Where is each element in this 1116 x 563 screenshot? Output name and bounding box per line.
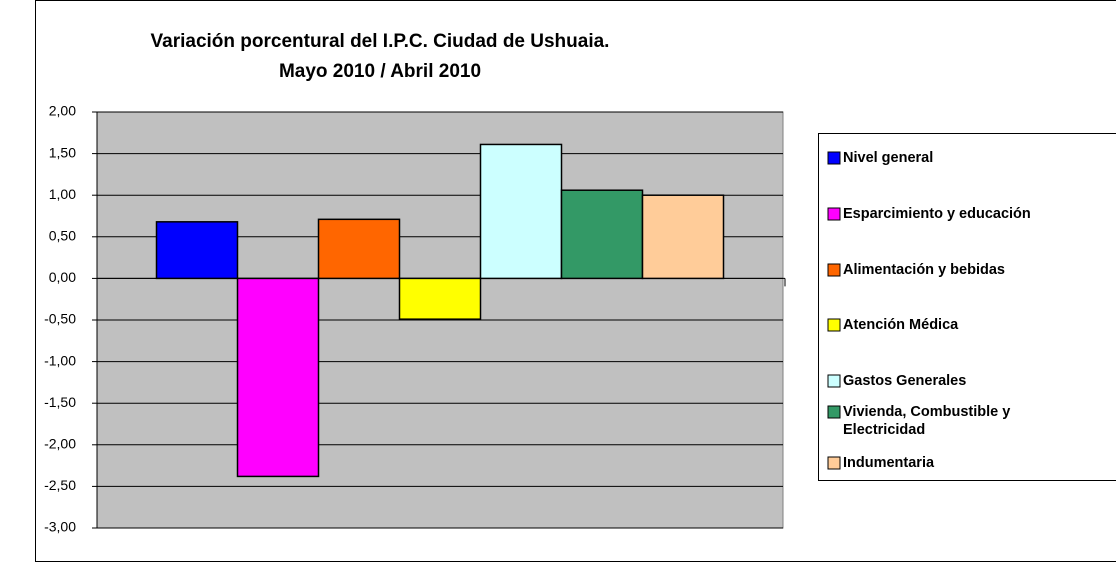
bar — [155, 221, 239, 280]
y-tick-label: 0,00 — [49, 269, 76, 285]
legend-label: Gastos Generales — [843, 373, 967, 389]
legend-swatch — [827, 374, 841, 388]
y-tick-label: 0,50 — [49, 228, 76, 244]
y-tick-label: -2,00 — [44, 436, 76, 452]
legend-label: Nivel general — [843, 150, 934, 166]
legend-label-box: Indumentaria — [843, 455, 935, 471]
y-tick-label: 2,00 — [49, 103, 76, 119]
legend-swatch — [827, 456, 841, 470]
legend-label: Atención Médica — [843, 317, 959, 333]
legend-swatch — [827, 263, 841, 277]
y-tick-label: -3,00 — [44, 519, 76, 535]
legend-label-box: Nivel general — [843, 150, 934, 166]
y-tick-label: -1,50 — [44, 394, 76, 410]
legend-box — [818, 133, 1116, 481]
legend-label: Vivienda, Combustible y Electricidad — [843, 404, 1011, 438]
legend-swatch — [827, 207, 841, 221]
bar — [317, 218, 401, 280]
y-tick-label: 1,50 — [49, 144, 76, 160]
legend-label: Alimentación y bebidas — [843, 262, 1005, 278]
y-tick-label: 1,00 — [49, 186, 76, 202]
y-tick-label: -2,50 — [44, 477, 76, 493]
legend-label-box: Vivienda, Combustible y Electricidad — [843, 404, 1011, 438]
legend-swatch — [827, 318, 841, 332]
bar — [641, 194, 725, 280]
legend-swatch — [827, 405, 841, 419]
legend-label-box: Atención Médica — [843, 317, 959, 333]
bar — [560, 189, 644, 280]
legend-label-box: Alimentación y bebidas — [843, 262, 1005, 278]
bar — [479, 143, 563, 280]
bar — [236, 277, 320, 478]
legend-label: Esparcimiento y educación — [843, 206, 1031, 222]
legend-label-box: Esparcimiento y educación — [843, 206, 1031, 222]
bar — [398, 277, 482, 320]
y-tick-label: -0,50 — [44, 311, 76, 327]
legend-label: Indumentaria — [843, 455, 935, 471]
chart-title: Variación porcentural del I.P.C. Ciudad … — [151, 31, 610, 52]
legend-swatch — [827, 151, 841, 165]
legend-label-box: Gastos Generales — [843, 373, 967, 389]
y-tick-label: -1,00 — [44, 352, 76, 368]
chart-subtitle: Mayo 2010 / Abril 2010 — [279, 61, 481, 82]
